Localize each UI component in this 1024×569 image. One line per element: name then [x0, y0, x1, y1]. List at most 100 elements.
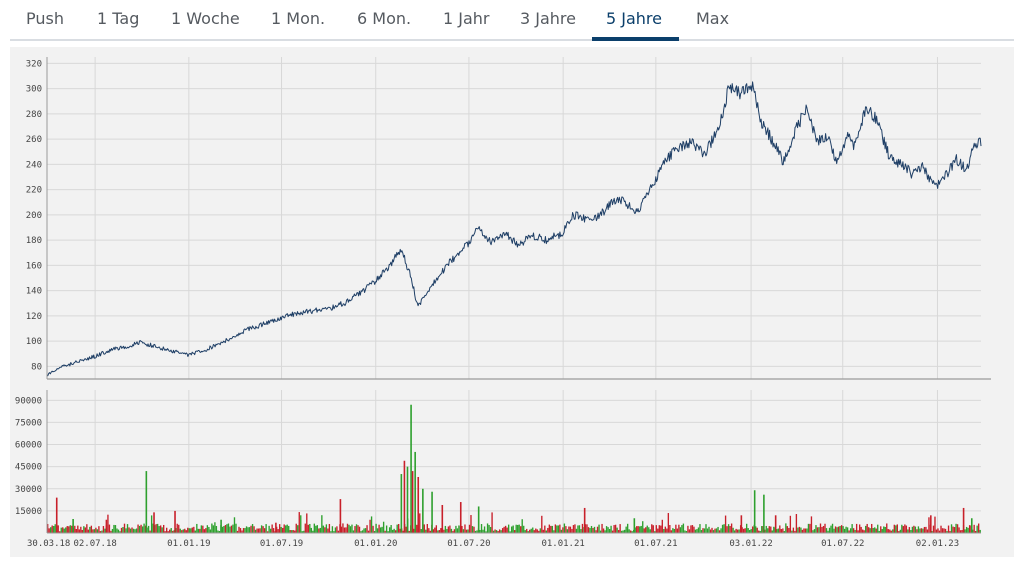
volume-bar	[952, 526, 954, 533]
volume-bar	[507, 524, 510, 533]
volume-bar	[604, 530, 606, 533]
volume-bar	[462, 529, 465, 533]
volume-bar	[789, 515, 792, 533]
price-tick-label: 80	[31, 362, 42, 372]
volume-bar	[159, 525, 162, 533]
volume-bar	[278, 524, 281, 533]
tab-6-mon[interactable]: 6 Mon.	[357, 9, 412, 28]
volume-bar	[391, 529, 394, 533]
volume-bar	[663, 528, 665, 533]
volume-spike-bar	[220, 519, 222, 533]
volume-bar	[928, 517, 930, 533]
volume-bar	[742, 528, 745, 533]
volume-bar	[937, 528, 939, 533]
tab-1-mon[interactable]: 1 Mon.	[271, 9, 326, 28]
volume-bar	[630, 530, 632, 533]
volume-bar	[819, 523, 822, 533]
volume-bar	[776, 529, 778, 533]
volume-bar	[535, 528, 537, 533]
volume-bar	[244, 528, 246, 533]
tab-5-jahre[interactable]: 5 Jahre	[606, 9, 662, 28]
volume-bar	[60, 527, 62, 533]
price-tick-label: 300	[26, 85, 42, 95]
tab-push[interactable]: Push	[26, 9, 64, 28]
volume-bar	[486, 523, 489, 533]
volume-bar	[544, 525, 546, 533]
volume-bar	[961, 529, 963, 533]
volume-bar	[138, 525, 141, 533]
volume-bar	[158, 526, 160, 533]
volume-bar	[346, 523, 349, 533]
price-tick-label: 160	[26, 261, 42, 271]
volume-bar	[87, 529, 90, 533]
volume-bar	[768, 526, 770, 533]
volume-bar	[221, 526, 224, 533]
tab-1-woche[interactable]: 1 Woche	[171, 9, 240, 28]
volume-bar	[301, 531, 303, 533]
volume-bar	[360, 531, 362, 533]
volume-bar	[196, 523, 198, 533]
volume-bar	[893, 524, 895, 533]
volume-bar	[197, 528, 200, 533]
volume-bar	[116, 528, 118, 533]
volume-bar	[77, 525, 79, 533]
date-tick-label: 01.07.20	[447, 539, 490, 549]
volume-bar	[752, 526, 754, 533]
volume-bar	[193, 526, 195, 533]
volume-bar	[253, 526, 255, 533]
volume-bar	[890, 530, 892, 533]
volume-bar	[483, 526, 486, 533]
volume-bar	[529, 529, 531, 533]
volume-bar	[530, 528, 532, 533]
volume-bar	[625, 526, 627, 533]
volume-bar	[342, 523, 344, 533]
volume-bar	[500, 530, 502, 533]
volume-bar	[747, 528, 749, 533]
volume-bar	[965, 526, 968, 533]
volume-bar	[550, 525, 552, 533]
volume-bar	[941, 528, 944, 533]
volume-bar	[541, 515, 543, 533]
volume-bar	[81, 529, 84, 533]
volume-bar	[504, 525, 507, 533]
volume-bar	[149, 530, 151, 533]
volume-bar	[917, 526, 920, 533]
volume-tick-label: 60000	[15, 441, 42, 451]
volume-bar	[705, 524, 707, 533]
volume-bar	[801, 529, 804, 533]
volume-bar	[119, 531, 121, 533]
volume-bar	[331, 526, 334, 533]
volume-bar	[681, 525, 683, 533]
volume-bar	[256, 528, 258, 533]
volume-bar	[914, 526, 917, 533]
tab-1-tag[interactable]: 1 Tag	[97, 9, 140, 28]
volume-bar	[363, 528, 365, 533]
volume-bar	[224, 525, 227, 533]
volume-bar	[764, 529, 766, 533]
volume-bar	[289, 530, 291, 533]
volume-bar	[869, 528, 871, 533]
volume-bar	[640, 525, 642, 533]
volume-bar	[964, 529, 966, 533]
volume-bar	[509, 531, 511, 533]
volume-bar	[675, 524, 677, 533]
volume-bar	[214, 522, 216, 533]
volume-bar	[825, 528, 828, 533]
volume-bar	[690, 525, 692, 533]
volume-bar	[456, 528, 459, 533]
volume-bar	[526, 528, 528, 533]
volume-bar	[95, 527, 97, 533]
volume-bar	[601, 523, 603, 533]
volume-bar	[750, 529, 752, 533]
volume-bar	[580, 529, 582, 533]
tab-1-jahr[interactable]: 1 Jahr	[443, 9, 490, 28]
volume-bar	[74, 525, 76, 533]
volume-bar	[565, 526, 567, 533]
chart-svg: 80 100 120 140 160 180 200 220 240 260 280 300 320 1…	[15, 57, 991, 549]
tab-max[interactable]: Max	[696, 9, 730, 28]
volume-bar	[946, 530, 948, 533]
volume-bar	[913, 525, 915, 533]
tab-3-jahre[interactable]: 3 Jahre	[520, 9, 576, 28]
volume-spike-bar	[72, 518, 74, 533]
volume-bar	[492, 530, 495, 533]
